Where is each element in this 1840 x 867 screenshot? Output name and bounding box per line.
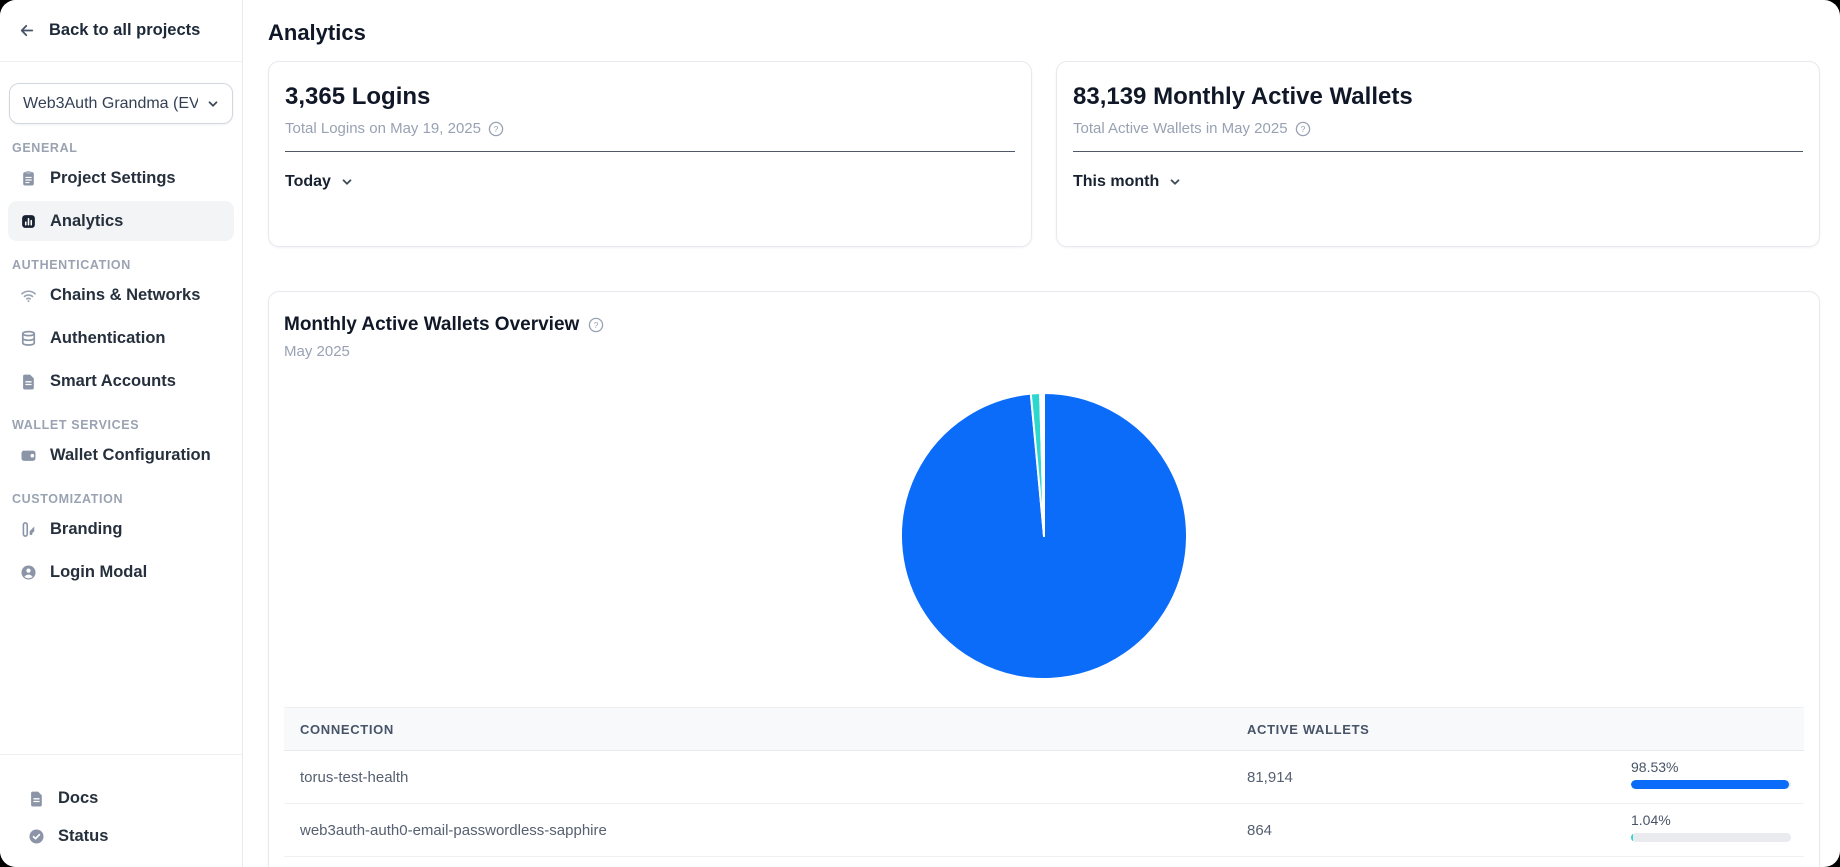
wallets-overview-card: Monthly Active Wallets Overview ? May 20… — [268, 291, 1820, 867]
section-label-authentication: AUTHENTICATION — [12, 258, 131, 272]
section-label-wallet-services: WALLET SERVICES — [12, 418, 140, 432]
active-wallets-count: 83,139 Monthly Active Wallets — [1073, 83, 1413, 110]
percent-label: 1.04% — [1631, 812, 1671, 828]
active-wallets-subtitle: Total Active Wallets in May 2025 — [1073, 120, 1288, 137]
help-icon[interactable]: ? — [1295, 121, 1311, 137]
clipboard-icon — [20, 170, 37, 187]
logins-count: 3,365 Logins — [285, 83, 431, 110]
connection-cell: torus-test-health — [300, 768, 409, 786]
percent-label: 0.17% — [1631, 865, 1804, 867]
column-header-active-wallets: ACTIVE WALLETS — [1247, 721, 1370, 737]
pie-slice-other[interactable] — [1040, 392, 1045, 537]
main-content: Analytics 3,365 Logins Total Logins on M… — [243, 0, 1840, 867]
table-row-torus-test-health: torus-test-health 81,914 98.53% — [284, 751, 1804, 804]
footer-item-label: Status — [58, 826, 109, 845]
logins-range-dropdown[interactable]: Today — [285, 173, 353, 191]
sidebar-item-label: Authentication — [50, 328, 166, 347]
sidebar-footer-status[interactable]: Status — [16, 817, 226, 855]
sidebar-item-authentication[interactable]: Authentication — [8, 318, 234, 358]
active-wallets-range-dropdown[interactable]: This month — [1073, 173, 1181, 191]
card-divider — [1073, 151, 1803, 152]
logins-stat-card: 3,365 Logins Total Logins on May 19, 202… — [268, 61, 1032, 247]
footer-item-label: Docs — [58, 788, 99, 807]
range-label: Today — [285, 173, 331, 190]
range-label: This month — [1073, 173, 1160, 190]
sidebar-item-wallet-configuration[interactable]: Wallet Configuration — [8, 435, 234, 475]
table-row-web3auth-google-sapphire: web3auth-google-sapphire1450.17% — [284, 857, 1804, 867]
sidebar: Back to all projects Web3Auth Grandma (E… — [0, 0, 243, 867]
check-circle-icon — [28, 828, 45, 845]
connection-cell: web3auth-auth0-email-passwordless-sapphi… — [300, 821, 607, 839]
sidebar-item-analytics[interactable]: Analytics — [8, 201, 234, 241]
sidebar-item-label: Smart Accounts — [50, 371, 176, 390]
section-label-general: GENERAL — [12, 141, 78, 155]
table-header: CONNECTION ACTIVE WALLETS — [284, 707, 1804, 751]
sidebar-item-login-modal[interactable]: Login Modal — [8, 552, 234, 592]
arrow-left-icon — [19, 22, 36, 39]
percent-label: 98.53% — [1631, 759, 1679, 775]
sidebar-footer-docs[interactable]: Docs — [16, 779, 226, 817]
logins-subtitle: Total Logins on May 19, 2025 — [285, 120, 481, 137]
connections-table: CONNECTION ACTIVE WALLETS torus-test-hea… — [284, 707, 1804, 867]
user-circle-icon — [20, 564, 37, 581]
stat-cards-row: 3,365 Logins Total Logins on May 19, 202… — [268, 61, 1820, 247]
sidebar-item-smart-accounts[interactable]: Smart Accounts — [8, 361, 234, 401]
chevron-down-icon — [341, 176, 353, 188]
sidebar-footer: Docs Status — [0, 754, 242, 867]
sidebar-item-label: Analytics — [50, 211, 124, 230]
sidebar-item-label: Project Settings — [50, 168, 176, 187]
help-icon[interactable]: ? — [488, 121, 504, 137]
back-label: Back to all projects — [49, 21, 201, 39]
sidebar-item-label: Chains & Networks — [50, 285, 201, 304]
percent-bar-fill — [1631, 833, 1633, 842]
page-title: Analytics — [268, 20, 366, 45]
sidebar-item-label: Branding — [50, 519, 123, 538]
svg-text:?: ? — [494, 124, 499, 134]
percent-bar-fill — [1631, 780, 1789, 789]
table-row-web3auth-auth0-email-passwordless-sapphire: web3auth-auth0-email-passwordless-sapphi… — [284, 804, 1804, 857]
chevron-down-icon — [1169, 176, 1181, 188]
file-icon — [28, 790, 45, 807]
svg-text:?: ? — [594, 320, 599, 330]
active-wallets-cell: 864 — [1247, 821, 1273, 839]
pie-chart — [284, 391, 1804, 681]
database-icon — [20, 330, 37, 347]
overview-title: Monthly Active Wallets Overview — [284, 314, 580, 335]
project-selector-dropdown[interactable]: Web3Auth Grandma (EV — [9, 83, 233, 124]
help-icon[interactable]: ? — [588, 317, 604, 333]
column-header-connection: CONNECTION — [300, 721, 394, 737]
sidebar-item-project-settings[interactable]: Project Settings — [8, 158, 234, 198]
wifi-icon — [20, 287, 37, 304]
card-divider — [285, 151, 1015, 152]
active-wallets-stat-card: 83,139 Monthly Active Wallets Total Acti… — [1056, 61, 1820, 247]
percent-bar-track — [1631, 833, 1791, 842]
sidebar-header: Back to all projects — [0, 0, 242, 62]
section-label-customization: CUSTOMIZATION — [12, 492, 124, 506]
sidebar-item-label: Login Modal — [50, 562, 148, 581]
sidebar-item-branding[interactable]: Branding — [8, 509, 234, 549]
sidebar-item-chains-networks[interactable]: Chains & Networks — [8, 275, 234, 315]
wallet-icon — [20, 447, 37, 464]
sidebar-nav: GENERAL Project Settings Analytics AUTHENTI… — [0, 124, 242, 592]
percent-cell: 0.17% — [1631, 857, 1804, 867]
file-icon — [20, 373, 37, 390]
sidebar-item-label: Wallet Configuration — [50, 445, 211, 464]
overview-subtitle: May 2025 — [284, 343, 350, 360]
back-to-projects-link[interactable]: Back to all projects — [19, 21, 200, 40]
analytics-chart-icon — [20, 213, 37, 230]
svg-text:?: ? — [1300, 124, 1305, 134]
project-selector-value: Web3Auth Grandma (EV — [23, 94, 198, 112]
percent-cell: 1.04% — [1631, 804, 1804, 842]
chevron-down-icon — [207, 98, 219, 110]
percent-bar-track — [1631, 780, 1791, 789]
brush-icon — [20, 521, 37, 538]
percent-cell: 98.53% — [1631, 751, 1804, 789]
active-wallets-cell: 81,914 — [1247, 768, 1293, 786]
